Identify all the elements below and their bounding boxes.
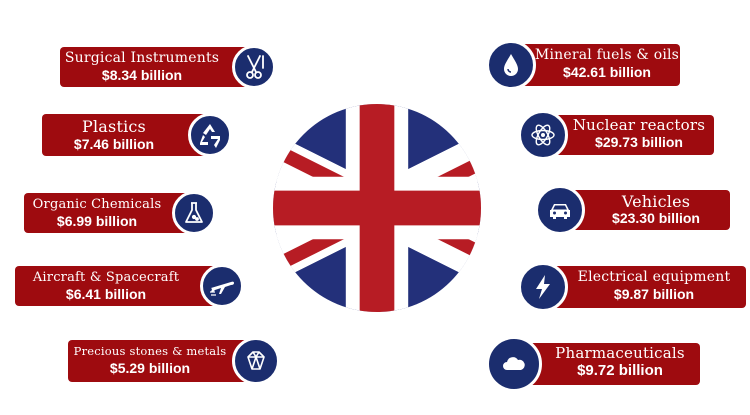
flask-icon — [172, 191, 216, 235]
gemstone-icon — [232, 337, 280, 385]
oil-drop-icon — [486, 40, 536, 90]
category-value: $9.72 billion — [577, 362, 663, 379]
category-label: Aircraft & Spacecraft $6.41 billion — [15, 266, 223, 306]
category-label: Organic Chemicals $6.99 billion — [24, 193, 194, 233]
category-value: $5.29 billion — [109, 360, 191, 376]
category-label: Electrical equipment $9.87 billion — [540, 266, 746, 308]
recycle-icon — [188, 113, 232, 157]
category-label: Plastics $7.46 billion — [42, 114, 210, 156]
category-name: Mineral fuels & oils — [534, 47, 680, 63]
lightning-icon — [518, 262, 568, 312]
category-value: $6.41 billion — [65, 286, 147, 302]
surgical-scissors-icon — [232, 45, 276, 89]
cloud-icon — [486, 336, 542, 392]
category-name: Pharmaceuticals — [555, 344, 685, 362]
category-name: Electrical equipment — [577, 269, 731, 285]
category-value: $6.99 billion — [56, 213, 138, 229]
category-label: Vehicles $23.30 billion — [560, 190, 730, 230]
category-label: Mineral fuels & oils $42.61 billion — [512, 44, 680, 86]
category-name: Nuclear reactors — [572, 116, 706, 134]
category-name: Precious stones & metals — [73, 344, 227, 358]
category-name: Vehicles — [621, 192, 691, 211]
category-value: $7.46 billion — [73, 136, 155, 152]
category-label: Nuclear reactors $29.73 billion — [542, 115, 714, 155]
car-icon — [535, 185, 585, 235]
category-name: Surgical Instruments — [64, 50, 220, 66]
airplane-icon — [200, 264, 244, 308]
category-label: Surgical Instruments $8.34 billion — [60, 47, 250, 87]
category-value: $8.34 billion — [101, 67, 183, 83]
category-label: Precious stones & metals $5.29 billion — [68, 340, 258, 382]
category-name: Plastics — [82, 117, 146, 136]
category-value: $29.73 billion — [595, 134, 683, 150]
category-label: Pharmaceuticals $9.72 billion — [514, 343, 700, 385]
category-value: $23.30 billion — [612, 210, 700, 226]
category-value: $9.87 billion — [613, 286, 695, 302]
atom-icon — [518, 110, 568, 160]
category-name: Aircraft & Spacecraft — [32, 270, 180, 285]
union-jack-flag — [273, 104, 481, 312]
category-name: Organic Chemicals — [32, 197, 162, 212]
category-value: $42.61 billion — [563, 64, 651, 80]
